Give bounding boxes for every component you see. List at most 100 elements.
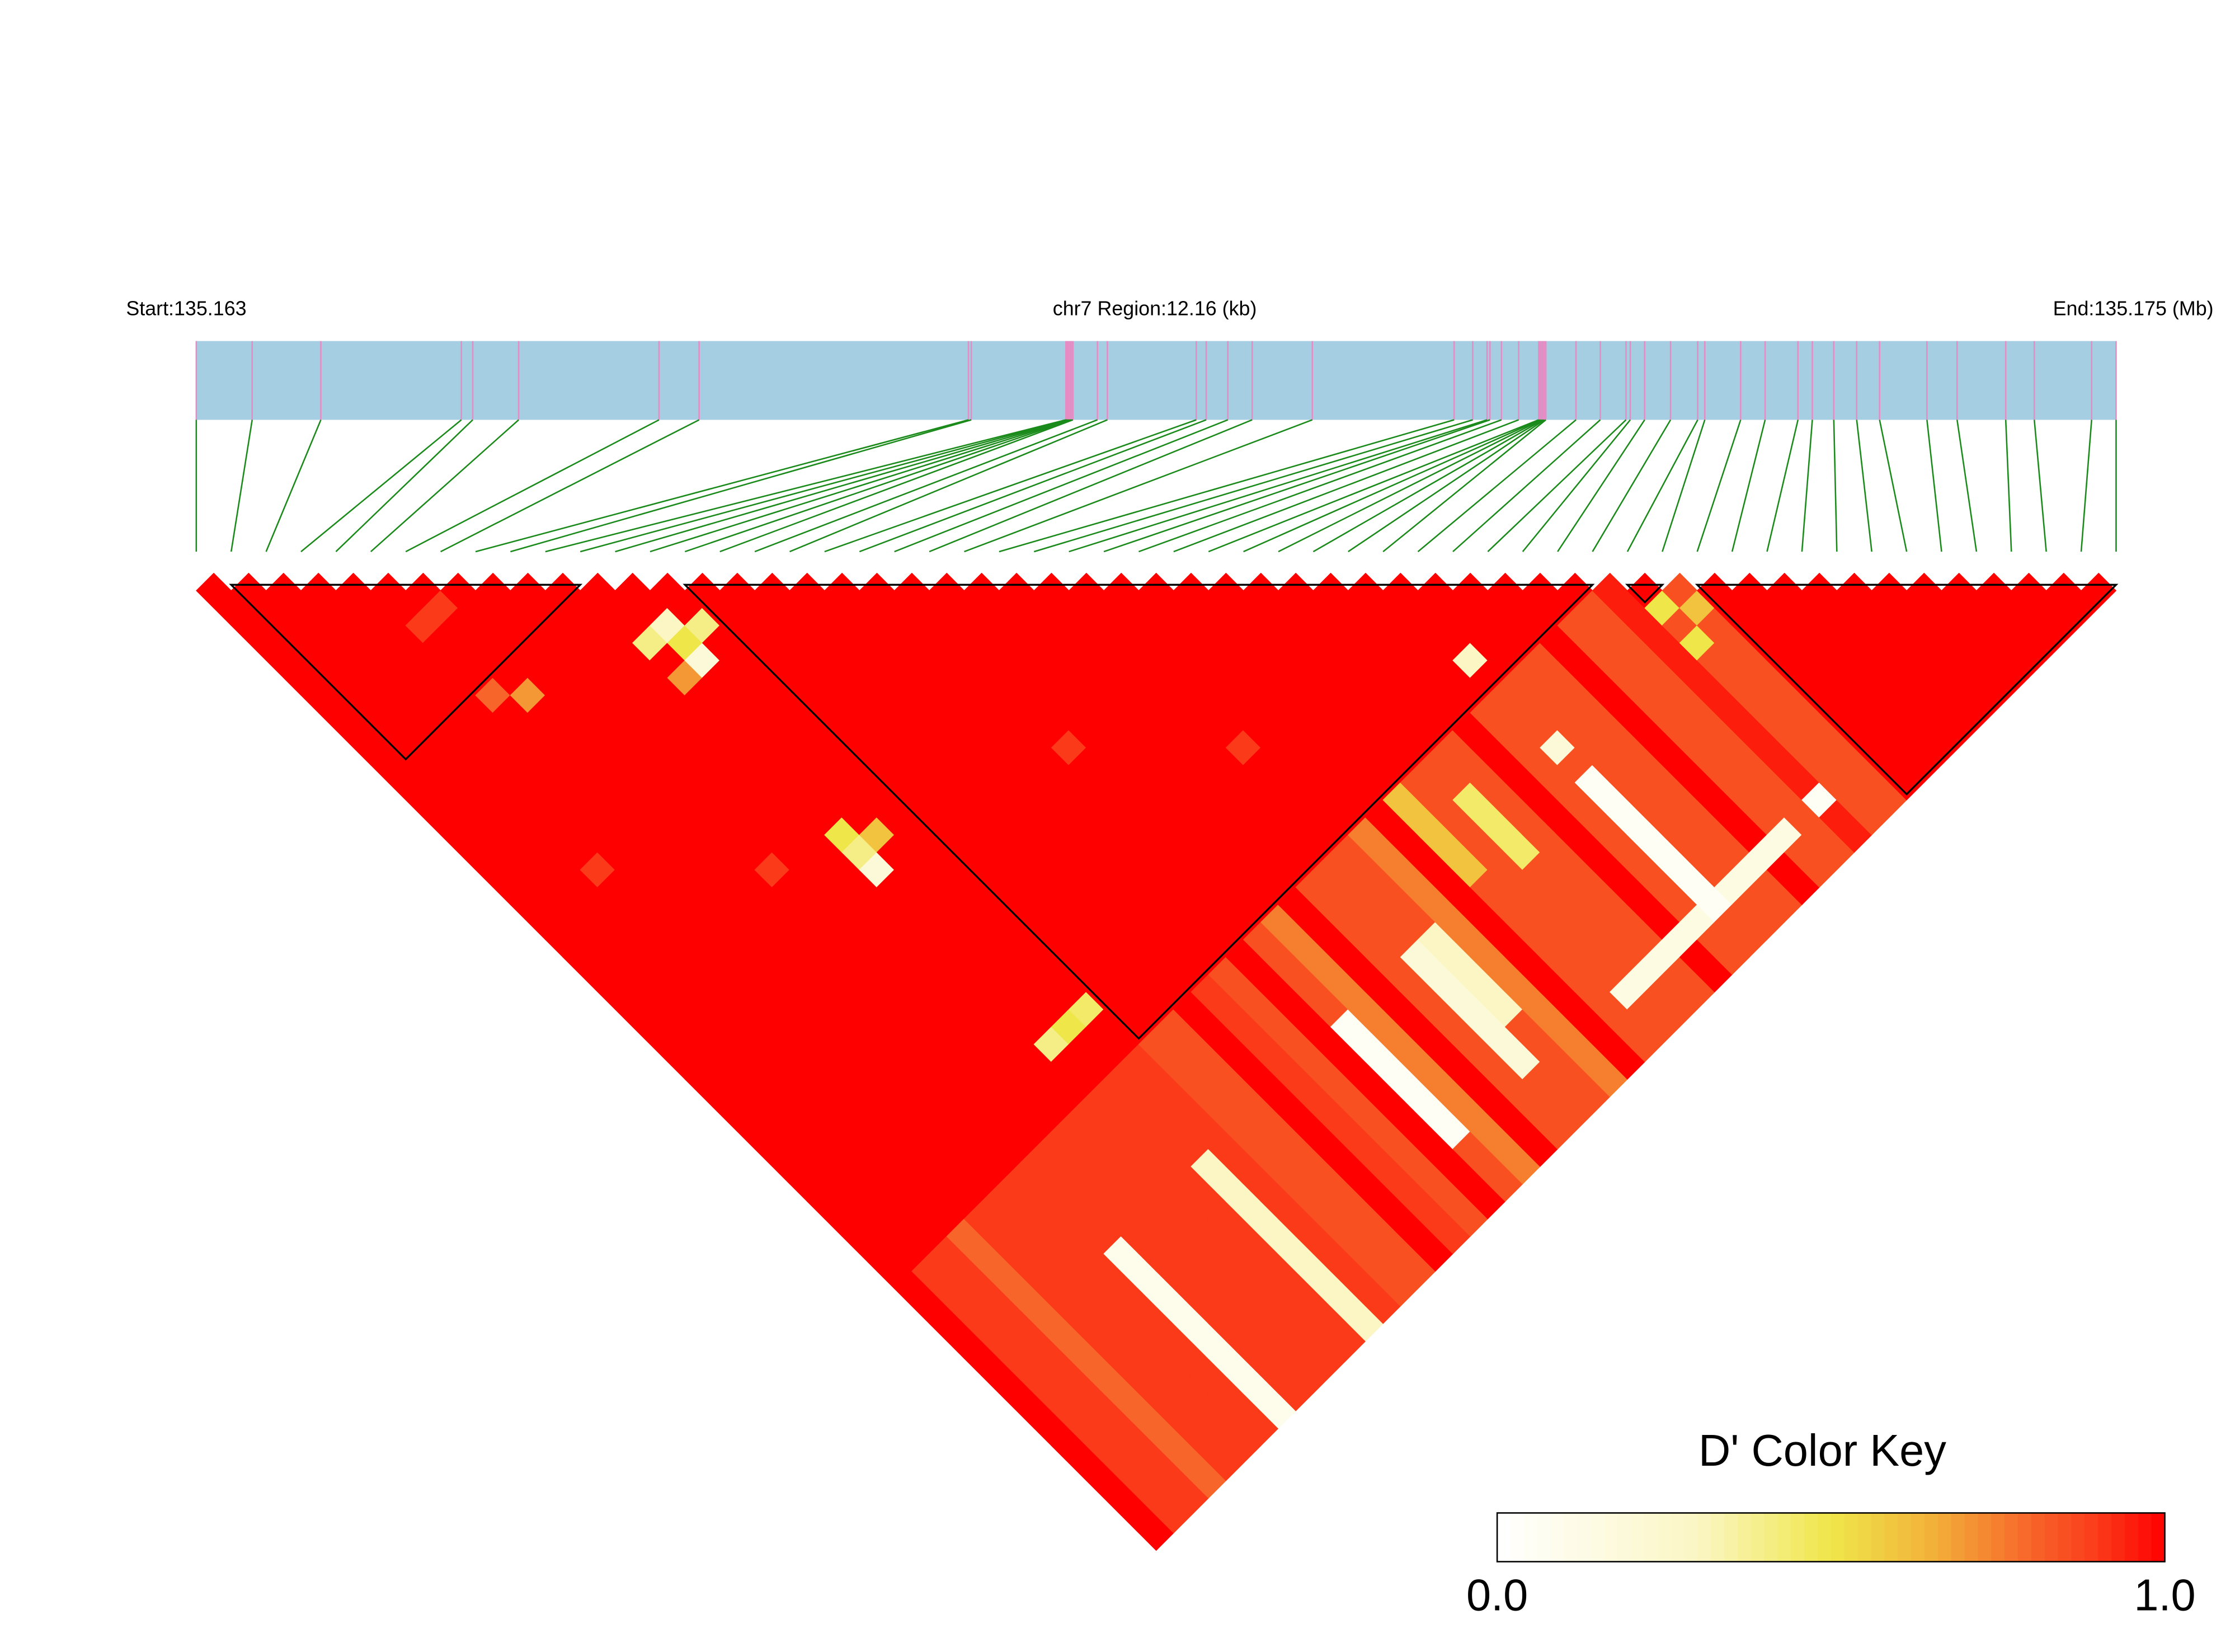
snp-connector: [1382, 419, 1546, 553]
snp-connector: [684, 419, 1072, 553]
color-key-cell: [1550, 1513, 1565, 1562]
color-key-tick-label: 0.0: [1466, 1570, 1528, 1620]
color-key-cell: [1817, 1513, 1832, 1562]
ld-block-outline: [683, 583, 1595, 1040]
snp-connector: [580, 419, 1068, 553]
snp-connector: [824, 419, 1197, 553]
color-key-cell: [1791, 1513, 1805, 1562]
snp-connector: [1856, 420, 1872, 552]
color-key-cell: [2151, 1513, 2166, 1562]
color-key-cell: [1497, 1513, 1512, 1562]
color-key-cell: [1617, 1513, 1631, 1562]
snp-connector: [1033, 419, 1473, 553]
snp-connector: [405, 419, 660, 553]
color-key-cell: [1724, 1513, 1738, 1562]
snp-connector: [754, 419, 1098, 553]
snp-connector: [475, 419, 969, 553]
snp-connector: [1833, 420, 1838, 552]
snp-connector: [1626, 419, 1698, 552]
color-key-cell: [1711, 1513, 1725, 1562]
snp-connector: [440, 419, 700, 553]
color-key-cell: [1898, 1513, 1912, 1562]
color-key-cell: [1671, 1513, 1685, 1562]
snp-connector: [2005, 420, 2012, 552]
color-key-cell: [1697, 1513, 1712, 1562]
color-key-cell: [2058, 1513, 2072, 1562]
ld-block-outline: [1625, 583, 1665, 604]
snp-connector: [1801, 420, 1813, 552]
color-key-cell: [1657, 1513, 1672, 1562]
color-key-title: D' Color Key: [1698, 1425, 1946, 1475]
color-key-cell: [1937, 1513, 1952, 1562]
snp-connector: [230, 420, 253, 552]
color-key-cell: [1564, 1513, 1578, 1562]
color-key-cell: [1951, 1513, 1965, 1562]
color-key-cell: [1831, 1513, 1845, 1562]
snp-connector: [1557, 419, 1645, 552]
snp-connector: [1766, 420, 1799, 552]
color-key-cell: [1804, 1513, 1818, 1562]
color-key-cell: [2124, 1513, 2139, 1562]
color-key-cell: [1777, 1513, 1792, 1562]
snp-connector: [1452, 419, 1601, 553]
snp-connector: [1879, 420, 1908, 552]
snp-connector: [335, 419, 473, 553]
snp-connector: [929, 419, 1253, 553]
snp-connector: [1069, 419, 1488, 553]
color-key-cell: [1644, 1513, 1658, 1562]
snp-connector: [1103, 419, 1490, 553]
color-key-tick-label: 1.0: [2134, 1570, 2195, 1620]
snp-connector: [265, 419, 322, 552]
color-key-cell: [1978, 1513, 1992, 1562]
snp-connector: [1487, 419, 1627, 553]
color-key-cell: [1630, 1513, 1645, 1562]
color-key-cell: [2044, 1513, 2059, 1562]
snp-connector: [1173, 419, 1519, 553]
snp-connector: [1243, 419, 1541, 553]
color-key-cell: [1924, 1513, 1938, 1562]
snp-connector: [1312, 419, 1544, 553]
color-key-cell: [1844, 1513, 1858, 1562]
snp-connector: [1208, 419, 1539, 553]
snp-connector: [1522, 419, 1631, 552]
snp-connector: [1926, 420, 1942, 552]
color-key-cell: [2085, 1513, 2099, 1562]
snp-connector: [1662, 420, 1706, 552]
color-key-cell: [2111, 1513, 2125, 1562]
snp-connector: [999, 419, 1455, 553]
snp-connector: [1731, 420, 1766, 552]
snp-connector: [789, 419, 1108, 553]
color-key-cell: [2017, 1513, 2032, 1562]
color-key-cell: [2031, 1513, 2045, 1562]
color-key-cell: [1884, 1513, 1899, 1562]
color-key-cell: [1537, 1513, 1551, 1562]
color-key-cell: [1591, 1513, 1605, 1562]
snp-connector: [510, 419, 972, 553]
end-label: End:135.175 (Mb): [2053, 298, 2214, 320]
start-label: Start:135.163: [126, 298, 246, 320]
color-key-cell: [1577, 1513, 1592, 1562]
color-key-cell: [1871, 1513, 1885, 1562]
color-key-frame: [1496, 1512, 2166, 1562]
color-key-cell: [1857, 1513, 1872, 1562]
snp-connector: [1956, 420, 1978, 552]
color-key-cell: [2138, 1513, 2152, 1562]
color-key-cell: [1737, 1513, 1752, 1562]
snp-connector: [859, 419, 1207, 553]
snp-connector: [2033, 420, 2047, 552]
snp-connector: [964, 419, 1313, 553]
color-key-cell: [2071, 1513, 2086, 1562]
color-key-cell: [1751, 1513, 1765, 1562]
snp-connector: [1696, 420, 1742, 552]
snp-connector: [2080, 420, 2092, 552]
snp-connector: [545, 419, 1066, 553]
color-key-cell: [1684, 1513, 1698, 1562]
snp-connector: [615, 419, 1069, 553]
snp-connector: [1138, 419, 1502, 553]
snp-connector: [370, 419, 519, 553]
snp-connector: [650, 419, 1071, 553]
color-key-cell: [1911, 1513, 1925, 1562]
snp-connector: [719, 419, 1074, 553]
